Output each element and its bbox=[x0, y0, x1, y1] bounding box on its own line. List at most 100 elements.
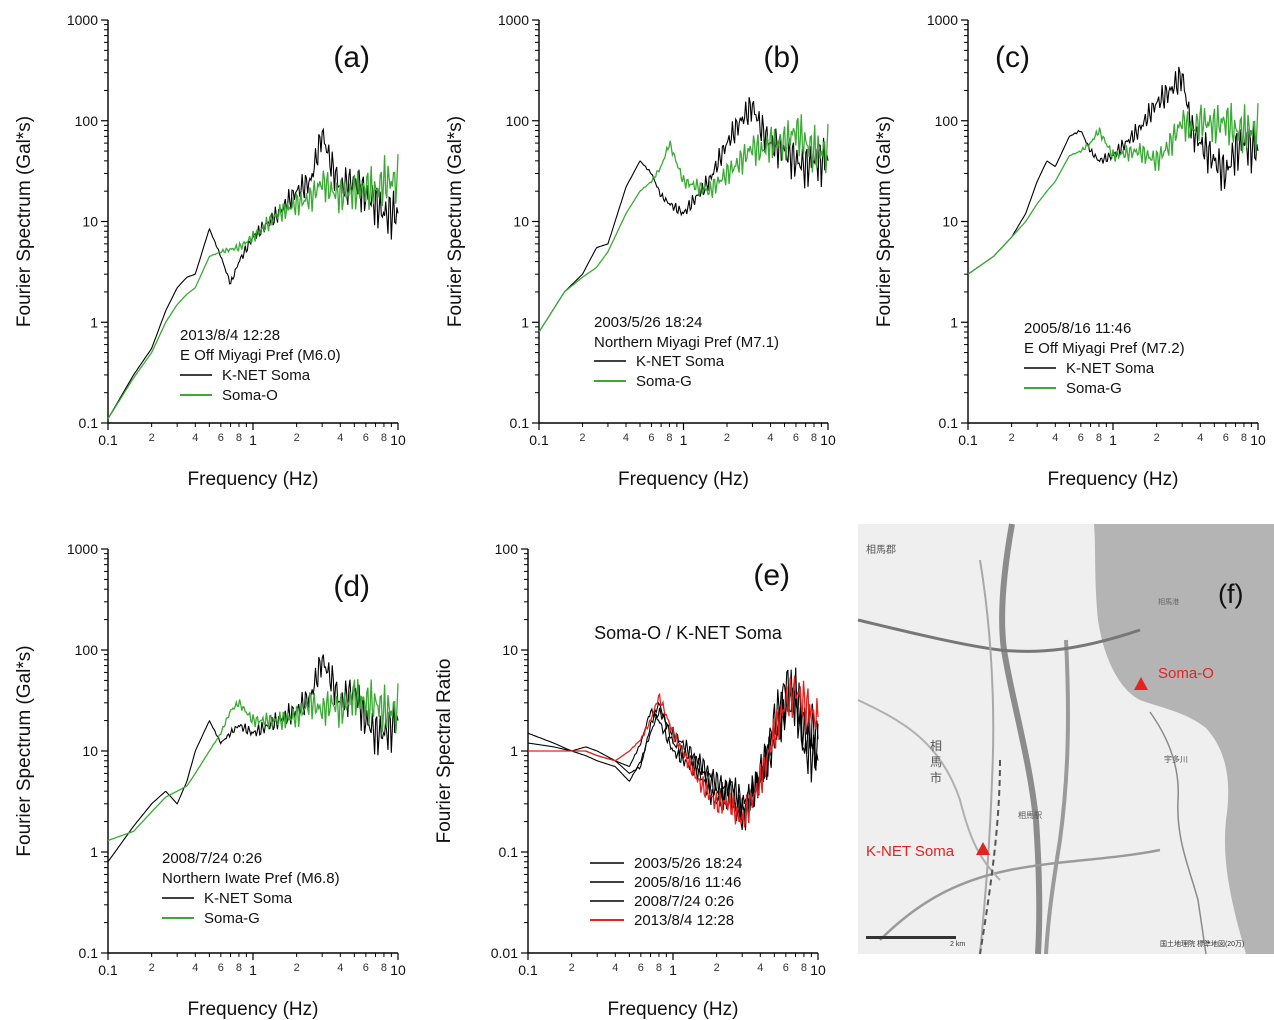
x-minor-tick-label: 6 bbox=[793, 432, 799, 444]
series-line bbox=[107, 654, 399, 863]
x-minor-tick-label: 8 bbox=[381, 432, 387, 444]
y-tick-label: 1 bbox=[521, 314, 529, 330]
y-axis-label: Fourier Spectrum (Gal*s) bbox=[14, 645, 35, 856]
legend: K-NET Soma Soma-G bbox=[1024, 360, 1155, 397]
x-axis-label: Frequency (Hz) bbox=[618, 469, 749, 490]
series-line bbox=[528, 669, 819, 831]
x-tick-label: 1 bbox=[680, 432, 688, 448]
series-line bbox=[107, 679, 399, 842]
series-line bbox=[967, 102, 1259, 275]
legend: K-NET Soma Soma-G bbox=[162, 890, 293, 927]
legend-label: 2005/8/16 11:46 bbox=[634, 874, 741, 891]
x-minor-tick-label: 8 bbox=[1096, 432, 1102, 444]
x-tick-label: 0.1 bbox=[98, 432, 118, 448]
panel-label: (a) bbox=[333, 41, 370, 74]
x-minor-tick-label: 8 bbox=[236, 962, 242, 974]
y-tick-label: 0.1 bbox=[939, 415, 959, 431]
x-minor-tick-label: 4 bbox=[757, 962, 763, 974]
y-tick-label: 10 bbox=[513, 214, 529, 230]
y-tick-label: 1 bbox=[90, 844, 98, 860]
legend-label: Soma-G bbox=[204, 910, 260, 927]
x-minor-tick-label: 2 bbox=[714, 962, 720, 974]
x-minor-tick-label: 6 bbox=[218, 962, 224, 974]
x-minor-tick-label: 2 bbox=[294, 962, 300, 974]
y-axis-label: Fourier Spectrum (Gal*s) bbox=[445, 116, 466, 327]
y-tick-label: 100 bbox=[506, 113, 530, 129]
x-tick-label: 0.1 bbox=[529, 432, 549, 448]
x-minor-tick-label: 4 bbox=[767, 432, 773, 444]
x-minor-tick-label: 8 bbox=[801, 962, 807, 974]
x-minor-tick-label: 4 bbox=[337, 432, 343, 444]
map-place-label: 相馬郡 bbox=[866, 543, 896, 556]
ratio-title: Soma-O / K-NET Soma bbox=[594, 623, 783, 643]
x-minor-tick-label: 4 bbox=[612, 962, 618, 974]
x-minor-tick-label: 8 bbox=[381, 962, 387, 974]
x-minor-tick-label: 4 bbox=[192, 962, 198, 974]
map-road bbox=[879, 848, 1161, 941]
x-minor-tick-label: 2 bbox=[1154, 432, 1160, 444]
map-railway bbox=[979, 759, 1001, 955]
x-axis-label: Frequency (Hz) bbox=[1048, 469, 1179, 490]
y-tick-label: 100 bbox=[495, 541, 519, 557]
legend: K-NET Soma Soma-O bbox=[180, 367, 311, 404]
x-minor-tick-label: 2 bbox=[579, 432, 585, 444]
event-annotation: 2008/7/24 0:26 bbox=[162, 850, 262, 867]
y-tick-label: 0.1 bbox=[499, 844, 519, 860]
x-tick-label: 1 bbox=[249, 962, 257, 978]
x-minor-tick-label: 8 bbox=[811, 432, 817, 444]
map-panel-label: (f) bbox=[1218, 579, 1243, 609]
legend-label: Soma-G bbox=[636, 373, 692, 390]
panel-label: (c) bbox=[995, 41, 1030, 74]
map-credit: 国土地理院 標準地図(20万) bbox=[1160, 939, 1244, 948]
x-minor-tick-label: 8 bbox=[1241, 432, 1247, 444]
x-tick-label: 10 bbox=[820, 432, 836, 448]
y-tick-label: 10 bbox=[82, 743, 98, 759]
x-minor-tick-label: 2 bbox=[149, 962, 155, 974]
map-highway bbox=[999, 523, 1043, 955]
y-tick-label: 1000 bbox=[67, 12, 98, 28]
event-annotation: E Off Miyagi Pref (M6.0) bbox=[180, 347, 341, 364]
x-axis-label: Frequency (Hz) bbox=[188, 469, 319, 490]
station-label-soma-o: Soma-O bbox=[1158, 665, 1214, 682]
station-label-knet-soma: K-NET Soma bbox=[866, 843, 955, 860]
y-tick-label: 1 bbox=[90, 314, 98, 330]
x-minor-tick-label: 6 bbox=[648, 432, 654, 444]
station-marker-icon bbox=[1134, 677, 1148, 690]
x-minor-tick-label: 8 bbox=[656, 962, 662, 974]
x-minor-tick-label: 6 bbox=[1078, 432, 1084, 444]
map-road bbox=[979, 559, 995, 955]
x-tick-label: 10 bbox=[1250, 432, 1266, 448]
x-tick-label: 1 bbox=[249, 432, 257, 448]
event-annotation: Northern Iwate Pref (M6.8) bbox=[162, 870, 340, 887]
x-axis-label: Frequency (Hz) bbox=[188, 999, 319, 1020]
map-place-label: 相馬港 bbox=[1158, 597, 1179, 606]
panel-label: (d) bbox=[333, 570, 370, 603]
legend-label: Soma-O bbox=[222, 387, 278, 404]
x-minor-tick-label: 2 bbox=[149, 432, 155, 444]
series-line bbox=[967, 66, 1259, 275]
map-coast bbox=[1149, 711, 1207, 955]
series-line bbox=[538, 114, 829, 333]
y-tick-label: 1 bbox=[950, 314, 958, 330]
legend-label: K-NET Soma bbox=[1066, 360, 1155, 377]
series-line bbox=[528, 675, 819, 828]
map-scale-label: 2 km bbox=[950, 941, 965, 948]
legend-label: K-NET Soma bbox=[204, 890, 293, 907]
x-minor-tick-label: 4 bbox=[623, 432, 629, 444]
y-axis-label: Fourier Spectrum (Gal*s) bbox=[14, 116, 35, 327]
x-minor-tick-label: 8 bbox=[666, 432, 672, 444]
legend: K-NET Soma Soma-G bbox=[594, 353, 725, 390]
y-tick-label: 0.1 bbox=[79, 415, 99, 431]
y-tick-label: 10 bbox=[82, 214, 98, 230]
y-tick-label: 10 bbox=[502, 642, 518, 658]
x-tick-label: 1 bbox=[1109, 432, 1117, 448]
legend-label: 2003/5/26 18:24 bbox=[634, 855, 742, 872]
legend-label: K-NET Soma bbox=[636, 353, 725, 370]
legend-label: 2008/7/24 0:26 bbox=[634, 893, 734, 910]
event-annotation: Northern Miyagi Pref (M7.1) bbox=[594, 334, 779, 351]
event-annotation: 2013/8/4 12:28 bbox=[180, 327, 280, 344]
